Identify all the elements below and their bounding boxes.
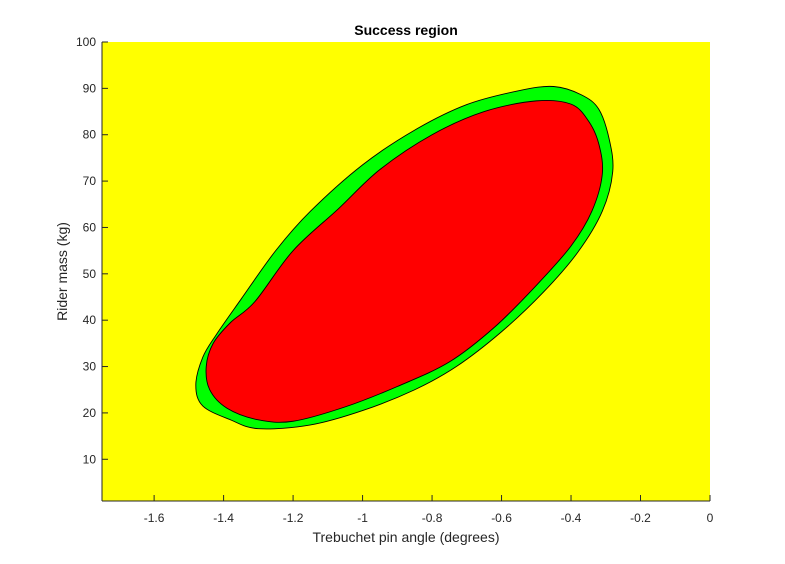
y-tick-label: 70	[83, 174, 97, 188]
chart-title: Success region	[354, 22, 458, 38]
x-tick-label: 0	[707, 511, 714, 525]
plot-area	[102, 42, 710, 501]
y-axis-label: Rider mass (kg)	[54, 222, 70, 321]
y-tick-label: 20	[83, 406, 97, 420]
x-axis-label: Trebuchet pin angle (degrees)	[312, 529, 499, 545]
x-tick-label: -1.6	[144, 511, 165, 525]
regions-layer	[195, 85, 614, 430]
x-tick-label: -0.2	[630, 511, 651, 525]
y-tick-label: 50	[83, 267, 97, 281]
y-tick-label: 40	[83, 313, 97, 327]
y-tick-label: 90	[83, 81, 97, 95]
x-axis-ticks: -1.6 -1.4 -1.2 -1 -0.8 -0.6 -0.4 -0.2 0	[144, 495, 714, 525]
y-tick-label: 30	[83, 360, 97, 374]
y-tick-label: 10	[83, 452, 97, 466]
y-axis-ticks: 10 20 30 40 50 60 70 80 90 100	[76, 35, 108, 466]
x-tick-label: -0.8	[422, 511, 443, 525]
x-tick-label: -1	[357, 511, 368, 525]
y-tick-label: 80	[83, 128, 97, 142]
axes	[101, 42, 710, 502]
x-tick-label: -0.6	[491, 511, 512, 525]
inner-region-contour	[205, 99, 604, 423]
x-tick-label: -1.4	[213, 511, 234, 525]
x-tick-label: -1.2	[283, 511, 304, 525]
x-tick-label: -0.4	[561, 511, 582, 525]
y-tick-label: 60	[83, 220, 97, 234]
y-tick-label: 100	[76, 35, 96, 49]
